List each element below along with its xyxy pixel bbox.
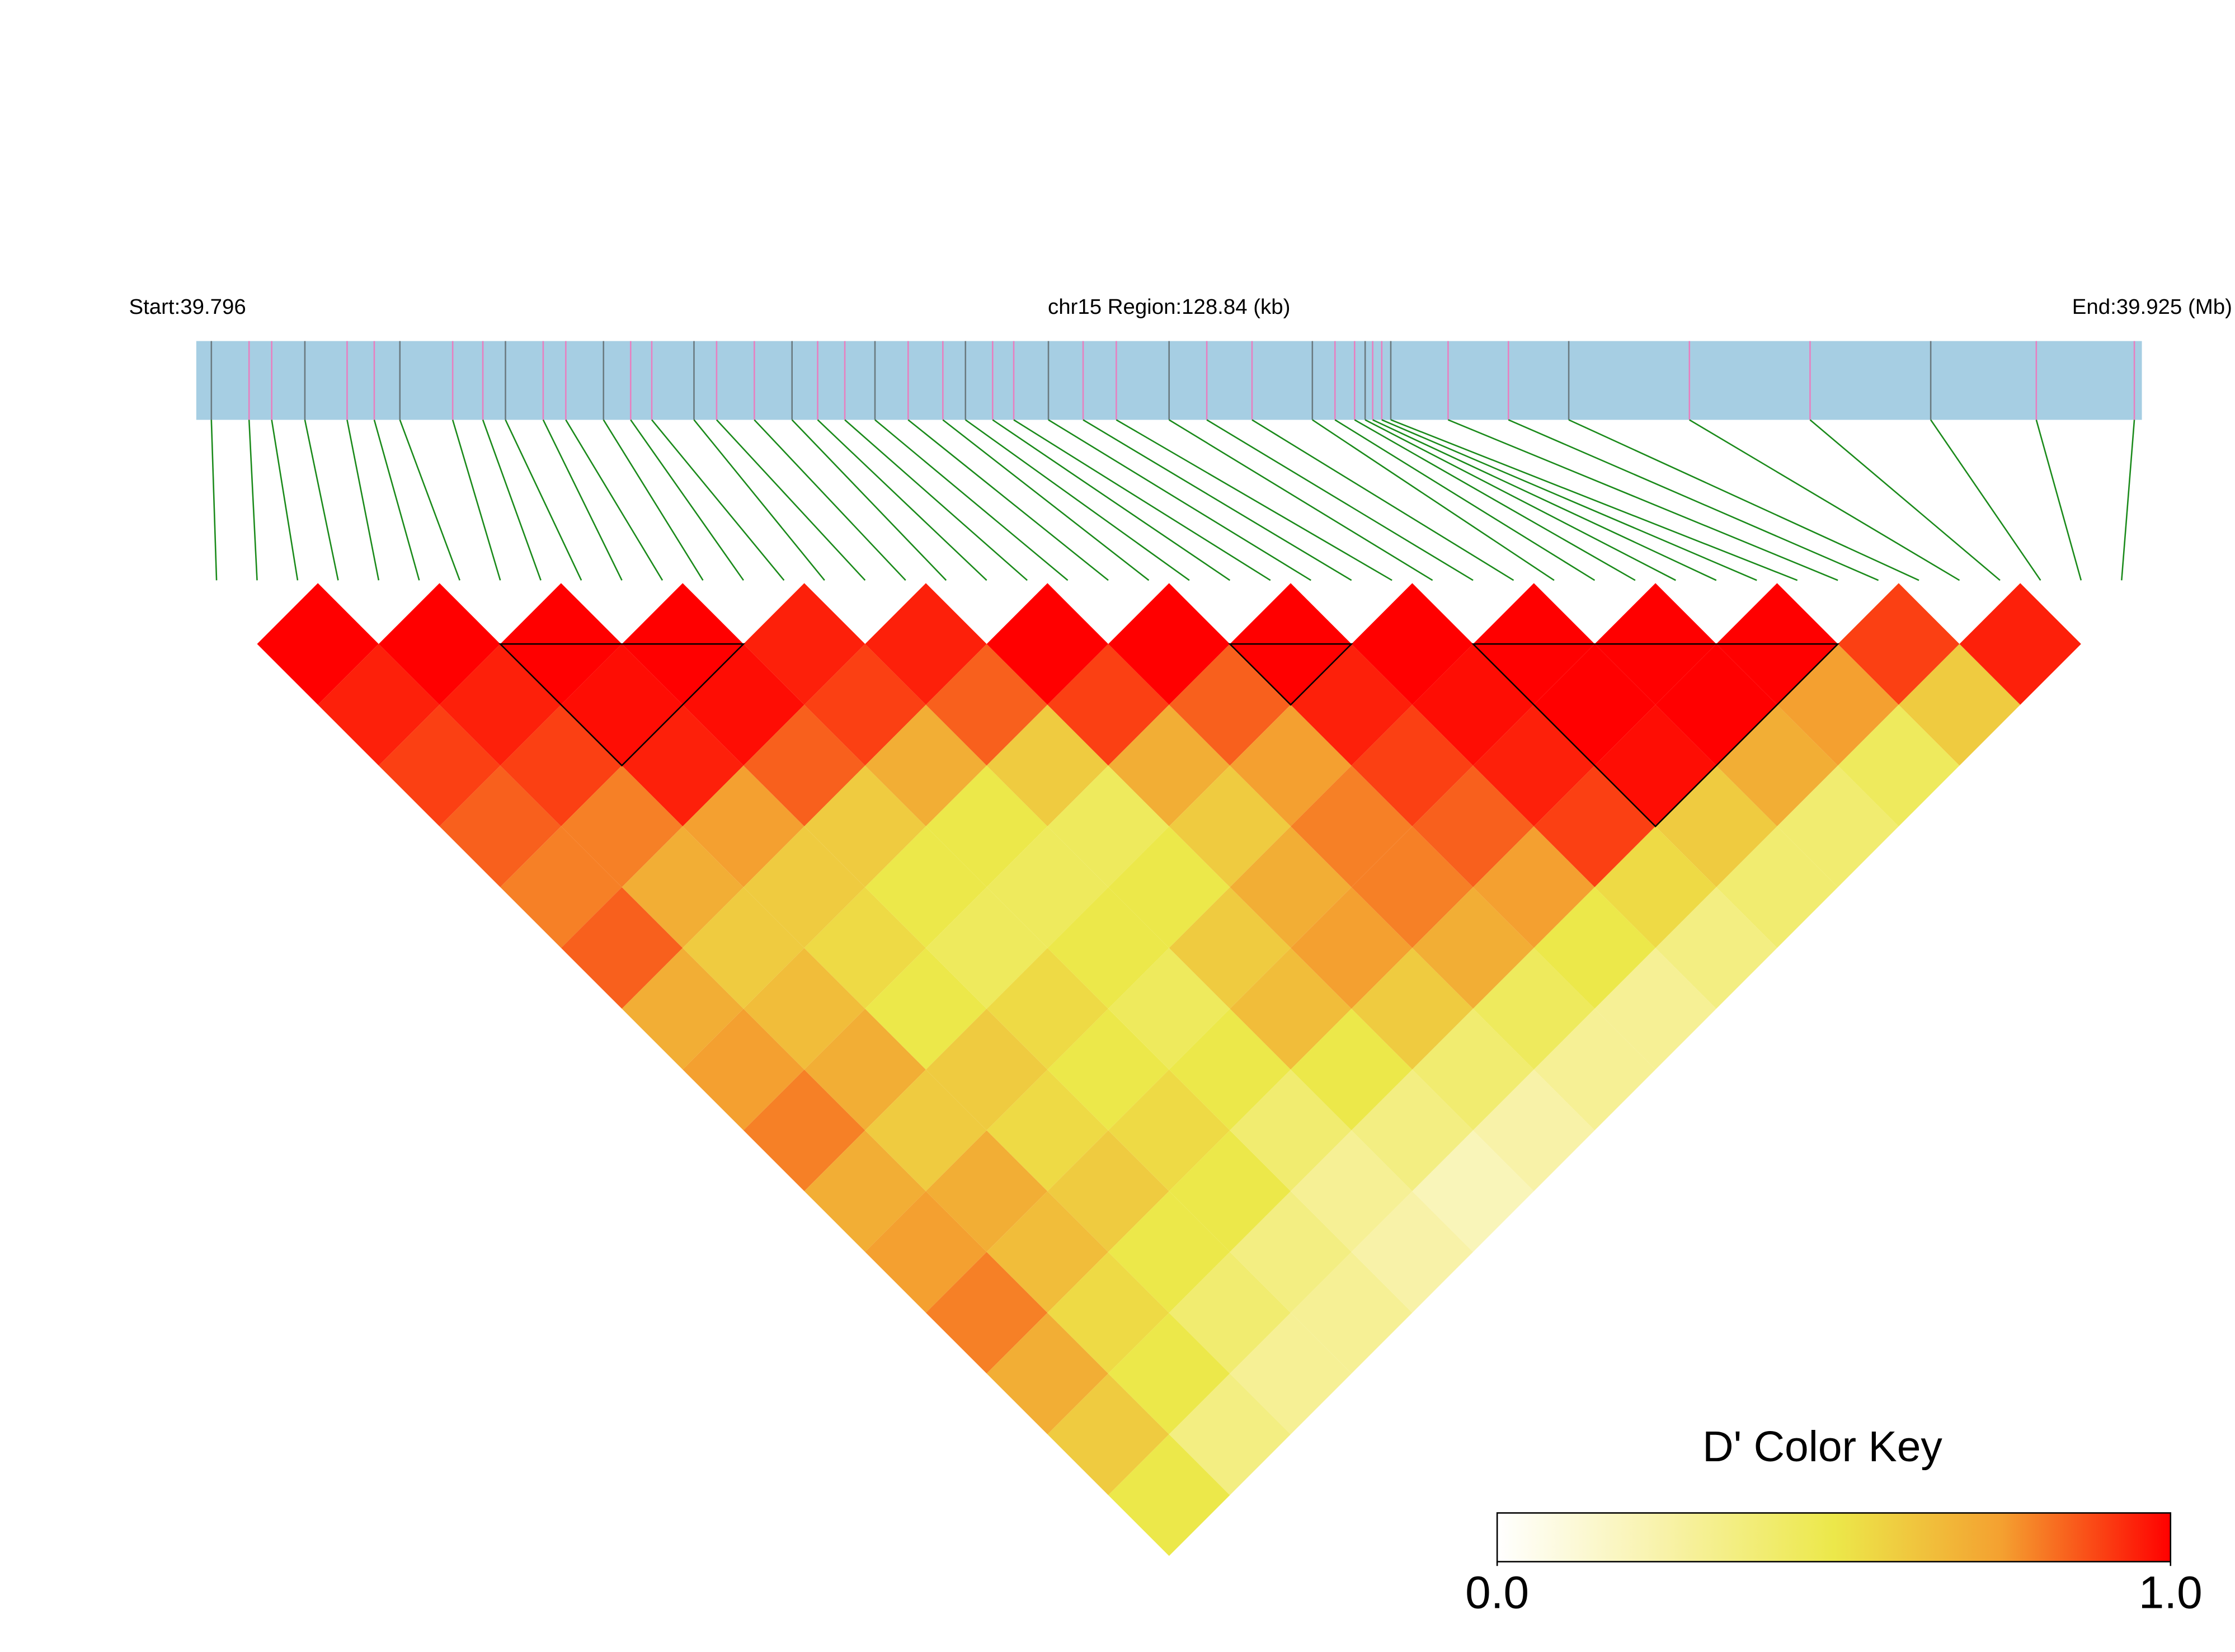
ld-cell	[1108, 948, 1230, 1070]
snp-link	[1251, 419, 1514, 581]
snp-link	[651, 419, 785, 581]
end-label: End:39.925 (Mb)	[2072, 295, 2232, 319]
ld-cell	[561, 887, 683, 1009]
snp-link	[248, 420, 258, 581]
snp-link	[1689, 419, 1960, 581]
snp-link	[1206, 419, 1474, 581]
ld-cell	[1291, 1251, 1413, 1374]
snp-link	[399, 420, 460, 581]
snp-link	[942, 419, 1150, 581]
snp-link	[1013, 419, 1271, 581]
snp-link	[565, 419, 664, 581]
ld-cell	[1169, 887, 1291, 1009]
snp-link	[1116, 419, 1392, 581]
ld-cell	[1169, 1373, 1291, 1495]
ld-cell	[683, 765, 804, 887]
snp-link	[2121, 420, 2135, 581]
ld-cell	[1169, 644, 1291, 766]
snp-link	[2035, 420, 2082, 581]
ld-cell	[683, 887, 804, 1009]
snp-link	[1930, 419, 2041, 581]
ld-cell	[1169, 765, 1291, 887]
start-label: Start:39.796	[129, 295, 246, 319]
snp-link	[1381, 419, 1757, 581]
snp-link	[304, 420, 339, 581]
snp-link	[1312, 419, 1555, 581]
ld-cell	[1169, 1009, 1291, 1131]
ld-cell	[1108, 826, 1230, 948]
ld-block	[498, 643, 746, 767]
snp-link	[874, 419, 1069, 581]
snp-link	[373, 420, 420, 581]
snp-link	[1568, 419, 1919, 581]
ld-cell	[1047, 1251, 1169, 1374]
snp-link	[482, 420, 542, 581]
snp-link	[1334, 419, 1596, 581]
snp-link	[844, 419, 1028, 581]
ld-block	[1228, 643, 1353, 706]
ld-cell	[1169, 1130, 1291, 1252]
snp-link	[716, 419, 866, 581]
ld-cell	[1291, 1130, 1413, 1252]
ld-cell	[500, 826, 622, 948]
snp-link	[693, 419, 825, 581]
snp-link	[1364, 419, 1676, 581]
snp-link	[1169, 419, 1433, 581]
ld-cell	[561, 765, 683, 887]
snp-link	[603, 419, 704, 581]
snp-link	[907, 419, 1109, 581]
snp-link	[1447, 419, 1838, 581]
region-label: chr15 Region:128.84 (kb)	[1048, 295, 1290, 319]
snp-link	[1354, 419, 1636, 581]
snp-link	[1809, 419, 2001, 581]
snp-link	[505, 419, 582, 581]
snp-link	[817, 419, 987, 581]
snp-link	[992, 419, 1231, 581]
snp-link	[754, 419, 906, 581]
ld-cell	[1108, 1069, 1230, 1192]
colorbar-title: D' Color Key	[1702, 1423, 1942, 1471]
ld-block	[1471, 643, 1840, 827]
ld-cell	[1716, 826, 1838, 948]
ld-cell	[1291, 887, 1413, 1009]
snp-link	[1083, 419, 1352, 581]
snp-link	[210, 420, 218, 581]
snp-link	[542, 419, 623, 581]
snp-link	[630, 419, 744, 581]
snp-link	[791, 419, 947, 581]
ld-cell	[925, 1251, 1048, 1374]
snp-link	[1390, 419, 1798, 581]
ld-cell	[683, 644, 804, 766]
ld-cell	[1291, 765, 1413, 887]
snp-link	[1372, 419, 1717, 581]
colorbar-tick-label: 1.0	[2139, 1568, 2203, 1618]
snp-link	[1508, 419, 1879, 581]
ld-cell	[1230, 1312, 1352, 1434]
snp-link	[965, 419, 1190, 581]
snp-link	[346, 420, 380, 581]
snp-link	[451, 420, 501, 581]
snp-link	[271, 420, 299, 581]
colorbar-tick-label: 0.0	[1465, 1568, 1529, 1618]
colorbar	[1496, 1512, 2172, 1562]
snp-link	[1048, 419, 1311, 581]
